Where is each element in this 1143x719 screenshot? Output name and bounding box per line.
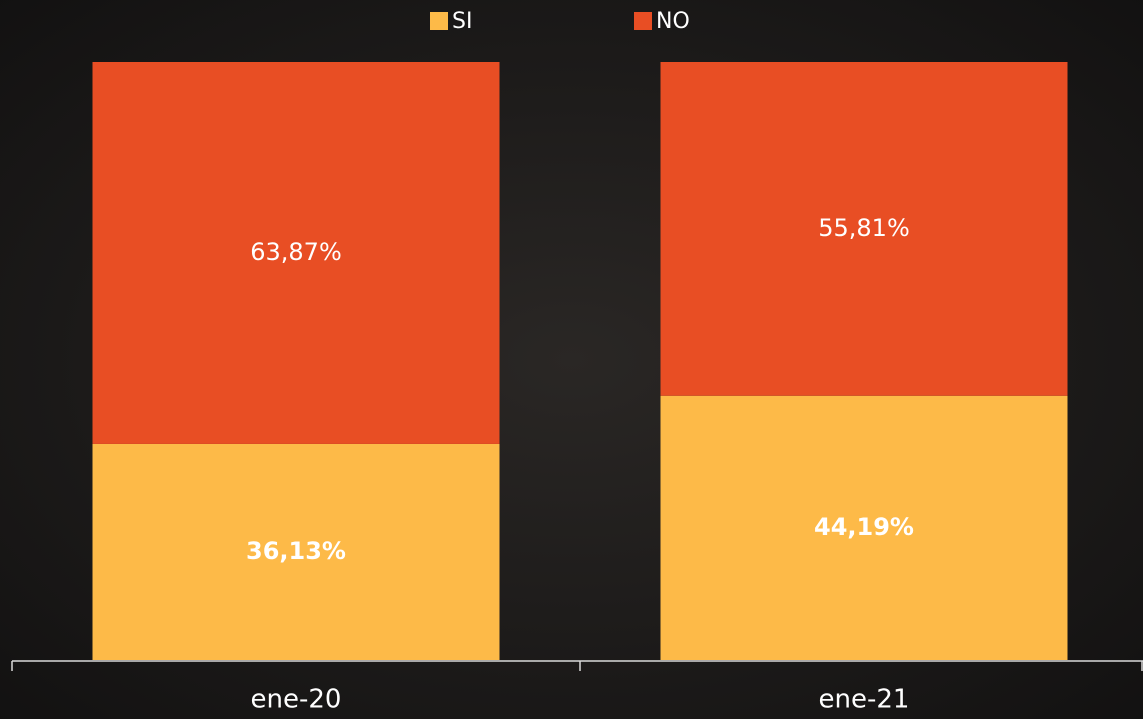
bar-segment — [92, 443, 500, 660]
legend-label: NO — [656, 9, 690, 34]
legend-swatch — [430, 12, 448, 30]
bar-segment — [660, 62, 1068, 396]
data-label: 44,19% — [814, 513, 914, 541]
data-label: 55,81% — [818, 214, 910, 242]
bar-segment — [92, 62, 500, 444]
bar-segment — [660, 395, 1068, 660]
data-label: 63,87% — [250, 238, 342, 266]
x-tick-label: ene-20 — [251, 685, 342, 715]
legend-swatch — [634, 12, 652, 30]
x-tick-label: ene-21 — [819, 685, 910, 715]
legend-label: SI — [452, 9, 472, 34]
data-label: 36,13% — [246, 537, 346, 565]
